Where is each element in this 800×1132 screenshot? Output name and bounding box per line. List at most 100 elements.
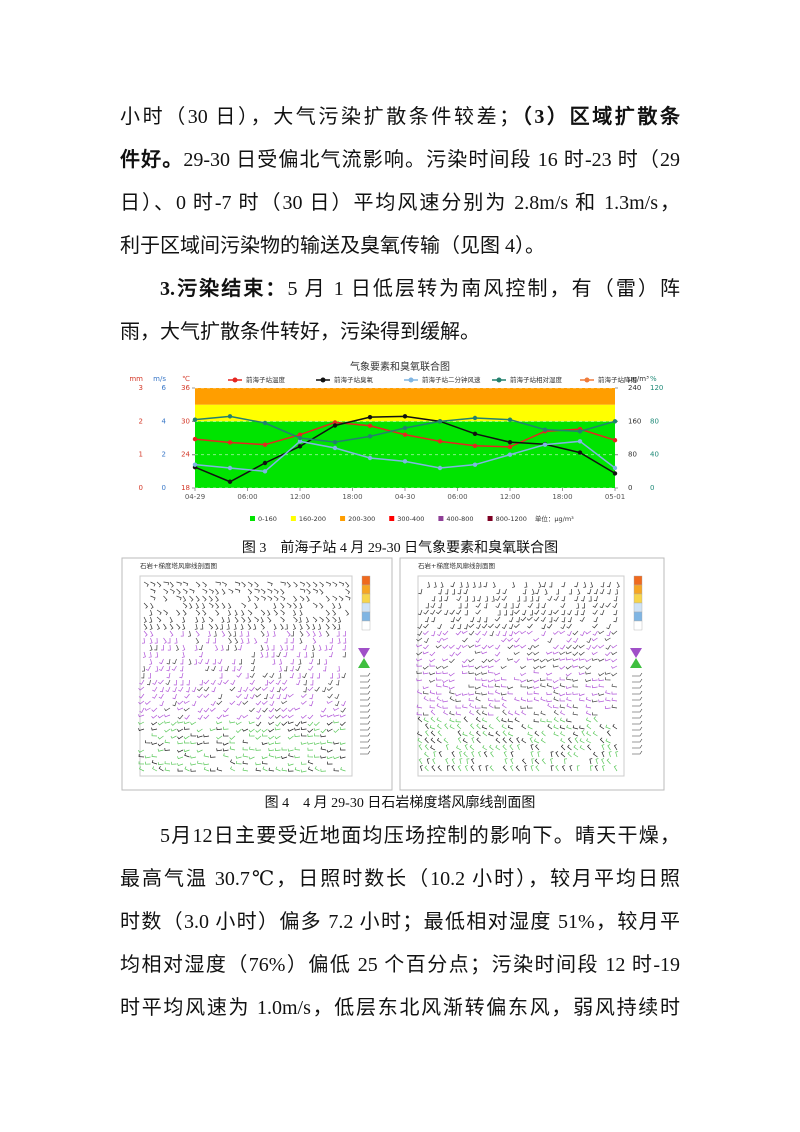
wind-barb <box>437 730 442 737</box>
wind-barb <box>474 650 481 654</box>
wind-barb <box>176 588 181 595</box>
wind-barb <box>599 588 605 595</box>
wind-barb <box>559 683 566 688</box>
wind-barb <box>592 623 598 629</box>
wind-barb <box>220 623 223 630</box>
wind-barb <box>325 595 330 602</box>
series-point <box>472 462 478 467</box>
wind-barb <box>468 644 475 649</box>
wind-barb <box>145 761 151 765</box>
wind-barb <box>416 678 423 682</box>
wind-barb <box>469 744 475 751</box>
text-line: 小时（30 日），大气污染扩散条件较差；（3）区域扩散条 <box>120 96 680 139</box>
legend-barb <box>632 750 643 755</box>
wind-barb <box>255 762 262 766</box>
x-tick-label: 04-30 <box>395 493 415 501</box>
wind-barb <box>283 693 288 700</box>
wind-barb <box>502 588 507 595</box>
wind-barb <box>342 651 346 658</box>
wind-barb <box>226 644 229 651</box>
wind-barb <box>488 697 494 702</box>
wind-barb <box>553 609 559 615</box>
wind-barb <box>475 716 481 723</box>
wind-barb <box>254 595 260 602</box>
wind-barb <box>219 672 223 679</box>
wind-barb <box>236 714 242 720</box>
wind-barb <box>500 692 507 696</box>
wind-barb <box>272 630 276 637</box>
wind-barb <box>275 766 281 772</box>
wind-barb <box>559 698 566 702</box>
band-legend-swatch <box>250 516 255 521</box>
wind-barb <box>328 644 333 651</box>
wind-barb <box>494 683 501 688</box>
wind-barb <box>429 698 436 702</box>
wind-barb <box>275 721 281 727</box>
wind-barb <box>332 602 336 609</box>
wind-barb <box>494 651 501 657</box>
wind-barb <box>287 763 294 766</box>
wind-barb <box>194 623 198 630</box>
wind-barb <box>541 623 546 630</box>
wind-barb <box>591 651 598 656</box>
wind-barb <box>565 685 572 689</box>
wind-barb <box>281 756 288 759</box>
wind-barb <box>613 616 618 623</box>
wind-barb <box>599 609 605 616</box>
wind-barb <box>268 728 275 733</box>
wind-barb <box>241 602 247 609</box>
wind-barb <box>466 758 470 765</box>
wind-barb <box>280 588 285 595</box>
wind-barb <box>445 758 449 765</box>
wind-barb <box>572 678 579 682</box>
wind-barb <box>508 623 514 630</box>
wind-barb <box>182 581 189 587</box>
series-point <box>577 450 583 455</box>
wind-barb <box>423 609 429 615</box>
wind-barb <box>235 728 242 733</box>
wind-barb <box>471 758 475 765</box>
wind-barb <box>547 723 553 730</box>
wind-barb <box>481 658 488 664</box>
wind-barb <box>198 644 203 651</box>
band-legend-label: 200-300 <box>348 515 375 523</box>
wind-barb <box>182 623 186 630</box>
wind-barb <box>336 672 340 679</box>
wind-barb <box>281 747 288 751</box>
wind-barb <box>514 697 520 702</box>
wind-barb <box>234 616 239 623</box>
wind-barb <box>476 709 481 716</box>
wind-barb <box>318 623 321 630</box>
wind-barb <box>262 672 268 678</box>
wind-barb <box>417 630 423 636</box>
wind-barb <box>139 707 145 713</box>
wind-barb <box>166 658 171 665</box>
wind-barb <box>337 637 341 644</box>
wind-barb <box>247 623 252 630</box>
wind-barb <box>436 703 442 709</box>
wind-barb <box>508 630 514 637</box>
wind-barb <box>222 748 229 752</box>
wind-barb <box>190 755 197 759</box>
wind-barb <box>599 723 605 730</box>
y-tick-label: 2 <box>162 451 166 459</box>
series-point <box>192 417 198 422</box>
wind-barb <box>567 737 572 744</box>
wind-barb <box>527 623 533 629</box>
wind-barb <box>494 705 501 709</box>
wind-barb <box>284 644 288 651</box>
wind-barb <box>604 658 611 662</box>
legend-barb <box>632 690 643 695</box>
wind-barb <box>509 744 514 751</box>
wind-barb <box>232 665 236 672</box>
wind-barb <box>416 658 423 662</box>
wind-barb <box>287 693 294 698</box>
wind-barb <box>299 581 306 587</box>
wind-barb <box>494 698 501 702</box>
wind-barb <box>527 644 533 650</box>
wind-barb <box>208 595 213 602</box>
wind-barb <box>476 723 481 730</box>
wind-barb <box>151 714 158 719</box>
wind-barb <box>296 651 301 658</box>
series-point <box>262 420 268 426</box>
